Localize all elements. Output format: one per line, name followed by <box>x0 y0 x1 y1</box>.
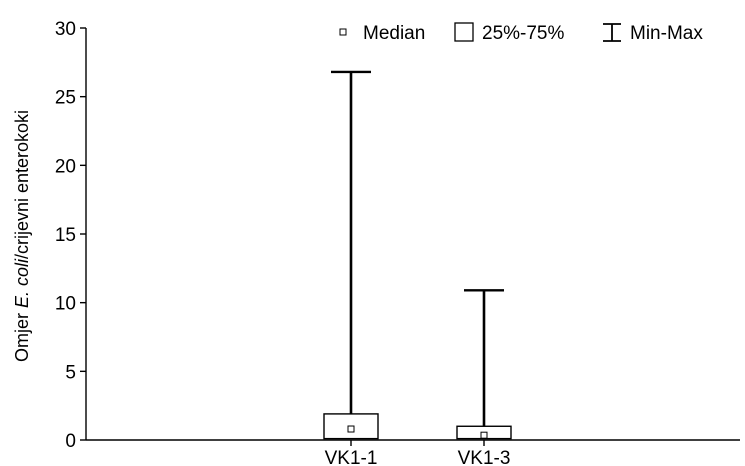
y-tick-label: 0 <box>65 431 76 452</box>
legend-box-label: 25%-75% <box>482 23 564 44</box>
y-tick-label: 20 <box>55 156 76 177</box>
y-axis-label: Omjer E. coli/crijevni enterokoki <box>12 110 32 362</box>
plot-area <box>323 70 512 440</box>
y-tick-label: 25 <box>55 88 76 109</box>
x-tick-label: VK1-3 <box>458 448 511 466</box>
legend: Median 25%-75% Min-Max <box>339 22 703 44</box>
legend-median-label: Median <box>363 23 425 44</box>
y-tick-label: 30 <box>55 19 76 40</box>
axes: 0 5 10 15 20 25 30 VK1-1 VK1-3 <box>55 19 740 466</box>
median-marker <box>347 425 355 433</box>
legend-box-symbol <box>454 22 474 42</box>
median-marker <box>480 431 488 439</box>
y-tick-label: 5 <box>65 362 76 383</box>
legend-median-symbol <box>339 28 347 36</box>
y-tick-label: 10 <box>55 294 76 315</box>
y-tick-label: 15 <box>55 225 76 246</box>
legend-minmax-label: Min-Max <box>630 23 703 44</box>
x-tick-label: VK1-1 <box>325 448 378 466</box>
